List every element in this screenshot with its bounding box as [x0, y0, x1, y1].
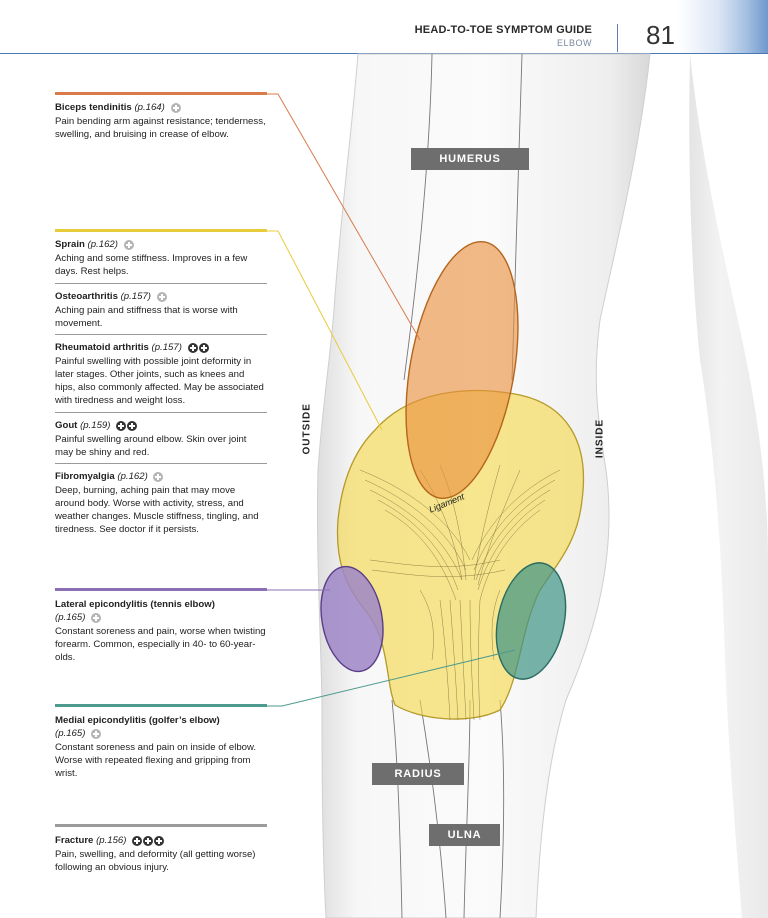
- radius-label: RADIUS: [372, 763, 464, 785]
- page-reference: (p.159): [80, 420, 111, 431]
- plus-icon: [153, 472, 164, 483]
- sprain-color-bar: [55, 229, 267, 232]
- page-reference: (p.162): [117, 471, 148, 482]
- condition-description: Pain bending arm against resistance; ten…: [55, 116, 266, 140]
- outside-label: OUTSIDE: [301, 403, 313, 455]
- condition-name: Sprain: [55, 239, 85, 250]
- severity-icons: [91, 728, 102, 741]
- plus-icon: [132, 836, 143, 847]
- plus-icon: [154, 836, 165, 847]
- plus-icon: [91, 729, 102, 740]
- plus-icon: [143, 836, 154, 847]
- condition-description: Constant soreness and pain on inside of …: [55, 742, 257, 779]
- ulna-label: ULNA: [429, 824, 500, 846]
- severity-icons: [132, 835, 165, 848]
- condition-description: Deep, burning, aching pain that may move…: [55, 485, 259, 535]
- fracture-color-bar: [55, 824, 267, 827]
- header-title: HEAD-TO-TOE SYMPTOM GUIDE: [414, 24, 592, 36]
- biceps-color-bar: [55, 92, 267, 95]
- page-reference: (p.157): [120, 291, 151, 302]
- condition-description: Constant soreness and pain, worse when t…: [55, 626, 266, 663]
- plus-icon: [187, 343, 198, 354]
- page-reference: (p.157): [151, 342, 182, 353]
- condition-description: Pain, swelling, and deformity (all getti…: [55, 849, 256, 873]
- page-reference: (p.165): [55, 612, 86, 623]
- leader-lines: [267, 93, 516, 707]
- condition-description: Aching and some stiffness. Improves in a…: [55, 253, 248, 277]
- severity-icons: [170, 102, 182, 115]
- plus-icon: [156, 292, 167, 303]
- plus-icon: [123, 240, 134, 251]
- page-reference: (p.156): [96, 835, 127, 846]
- biceps-tendon-zone: [405, 240, 519, 500]
- page-reference: (p.164): [134, 102, 165, 113]
- inside-label: INSIDE: [594, 418, 606, 459]
- plus-icon: [116, 421, 127, 432]
- condition-rheumatoid-arthritis: Rheumatoid arthritis (p.157) Painful swe…: [55, 334, 267, 407]
- plus-icon: [170, 103, 181, 114]
- condition-gout: Gout (p.159) Painful swelling around elb…: [55, 412, 267, 459]
- medial-color-bar: [55, 704, 267, 707]
- condition-name: Gout: [55, 420, 78, 431]
- severity-icons: [123, 239, 135, 252]
- condition-name: Fracture: [55, 835, 94, 846]
- severity-icons: [187, 342, 210, 355]
- condition-sprain: Sprain (p.162) Aching and some stiffness…: [55, 238, 267, 278]
- plus-icon: [198, 343, 209, 354]
- severity-icons: [156, 291, 168, 304]
- condition-description: Painful swelling with possible joint def…: [55, 356, 264, 406]
- lateral-epicondyle-zone: [320, 565, 384, 673]
- severity-icons: [91, 612, 102, 625]
- lateral-color-bar: [55, 588, 267, 591]
- torso-silhouette: [689, 54, 768, 918]
- condition-name: Rheumatoid arthritis: [55, 342, 149, 353]
- condition-name: Medial epicondylitis (golfer’s elbow): [55, 715, 220, 726]
- header-subtitle: ELBOW: [556, 38, 592, 48]
- condition-name: Biceps tendinitis: [55, 102, 132, 113]
- condition-name: Fibromyalgia: [55, 471, 115, 482]
- header-separator: [617, 24, 618, 52]
- condition-osteoarthritis: Osteoarthritis (p.157) Aching pain and s…: [55, 283, 267, 330]
- section-tab: [678, 0, 768, 53]
- page-reference: (p.162): [87, 239, 118, 250]
- condition-medial-epicondylitis: Medial epicondylitis (golfer’s elbow) (p…: [55, 714, 267, 780]
- condition-description: Painful swelling around elbow. Skin over…: [55, 434, 247, 458]
- page-reference: (p.165): [55, 728, 86, 739]
- condition-description: Aching pain and stiffness that is worse …: [55, 305, 238, 329]
- condition-name: Lateral epicondylitis (tennis elbow): [55, 599, 215, 610]
- condition-lateral-epicondylitis: Lateral epicondylitis (tennis elbow) (p.…: [55, 598, 267, 664]
- humerus-label: HUMERUS: [411, 148, 529, 170]
- severity-icons: [153, 471, 164, 484]
- condition-fibromyalgia: Fibromyalgia (p.162) Deep, burning, achi…: [55, 463, 267, 536]
- condition-name: Osteoarthritis: [55, 291, 118, 302]
- plus-icon: [91, 613, 102, 624]
- page-number: 81: [646, 20, 675, 50]
- condition-fracture: Fracture (p.156) Pain, swelling, and def…: [55, 834, 267, 874]
- severity-icons: [116, 420, 138, 433]
- plus-icon: [127, 421, 138, 432]
- condition-biceps-tendinitis: Biceps tendinitis (p.164) Pain bending a…: [55, 101, 267, 141]
